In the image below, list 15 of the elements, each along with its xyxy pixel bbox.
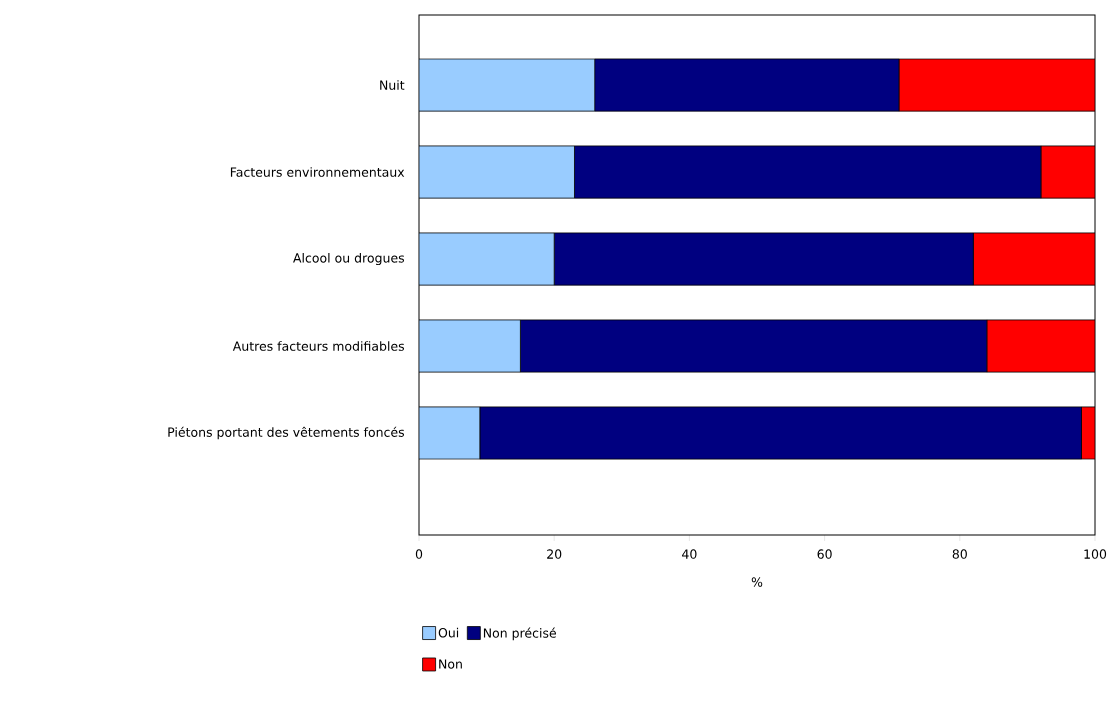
y-tick-label: Nuit — [380, 80, 405, 90]
y-tick-label: Piétons portant des vêtements foncés — [168, 426, 405, 440]
x-tick-label: 60 — [817, 549, 832, 559]
x-tick-label: 20 — [547, 549, 562, 559]
x-tick-label: 40 — [682, 549, 697, 559]
x-tick-label: 100 — [1084, 549, 1107, 559]
legend-label: Oui — [438, 627, 459, 638]
legend-label: Non précisé — [483, 627, 556, 641]
legend-label: Non — [439, 659, 462, 669]
x-axis-title: % — [751, 577, 763, 587]
y-tick-label: Alcool ou drogues — [293, 252, 405, 266]
x-tick-label: 0 — [415, 549, 423, 559]
x-tick-label: 80 — [952, 549, 967, 559]
y-tick-label: Autres facteurs modifiables — [232, 341, 405, 351]
y-tick-label: Facteurs environnementaux — [230, 167, 405, 177]
